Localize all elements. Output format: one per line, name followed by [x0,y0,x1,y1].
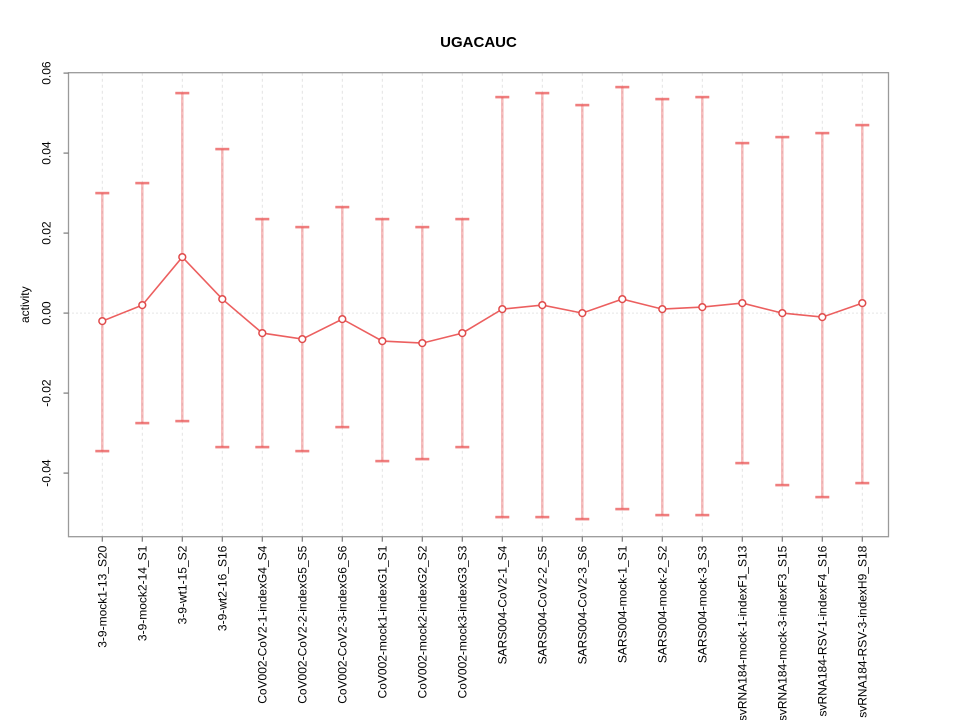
x-tick-label: 3-9-mock1-13_S20 [96,545,110,647]
data-point-marker [98,316,107,326]
x-tick-label: CoV002-mock1-indexG1_S1 [376,545,390,698]
data-point-marker [378,336,387,346]
x-tick-label: CoV002-CoV2-3-indexG6_S6 [336,545,350,703]
x-tick-label: svRNA184-RSV-1-indexF4_S16 [816,545,830,716]
data-point-marker [658,304,667,314]
x-tick-label: CoV002-CoV2-2-indexG5_S5 [296,545,310,703]
data-point-marker [498,304,507,314]
y-tick-label: 0.02 [40,221,54,245]
data-point-marker [218,294,227,304]
y-axis-label: activity [18,286,32,323]
data-point-marker [618,294,627,304]
data-point-marker [538,300,547,310]
data-point-marker [458,328,467,338]
data-point-marker [338,314,347,324]
x-tick-label: 3-9-mock2-14_S1 [136,545,150,641]
data-point-marker [258,328,267,338]
x-tick-label: SARS004-CoV2-1_S4 [496,545,510,664]
series-line [102,255,863,344]
data-point-marker [858,298,867,308]
y-tick-label: 0.06 [40,61,54,85]
data-layer [95,85,870,521]
x-tick-label: 3-9-wt1-15_S2 [176,545,190,624]
x-tick-label: svRNA184-mock-3-indexF3_S15 [776,545,790,720]
data-point-marker [778,308,787,318]
data-point-marker [298,334,307,344]
chart-title: UGACAUC [440,34,517,51]
plot-border [67,72,890,538]
y-tick-label: -0.02 [40,379,54,407]
x-tick-label: svRNA184-RSV-3-indexH9_S18 [856,545,870,717]
axes-layer: -0.04 -0.02 0.00 0.02 0.04 0.06 3-9-mock1-13_S… [40,61,890,720]
x-tick-label: SARS004-mock-1_S1 [616,545,630,663]
data-point-marker [578,308,587,318]
gridlines-layer [68,72,889,537]
x-tick-label: SARS004-mock-3_S3 [696,545,710,663]
data-point-marker [138,300,147,310]
x-tick-label: CoV002-CoV2-1-indexG4_S4 [256,545,270,703]
x-tick-label: CoV002-mock2-indexG2_S2 [416,545,430,698]
data-point-marker [698,302,707,312]
x-tick-label: 3-9-wt2-16_S16 [216,545,230,631]
data-point-marker [178,252,187,262]
x-tick-label: svRNA184-mock-1-indexF1_S13 [736,545,750,720]
x-tick-label: CoV002-mock3-indexG3_S3 [456,545,470,698]
data-point-marker [738,298,747,308]
y-tick-label: 0.00 [40,301,54,325]
data-point-marker [418,338,427,348]
x-tick-label: SARS004-mock-2_S2 [656,545,670,663]
data-point-marker [818,312,827,322]
y-tick-label: 0.04 [40,141,54,165]
y-tick-label: -0.04 [40,459,54,487]
x-tick-label: SARS004-CoV2-3_S6 [576,545,590,664]
x-tick-label: SARS004-CoV2-2_S5 [536,545,550,664]
